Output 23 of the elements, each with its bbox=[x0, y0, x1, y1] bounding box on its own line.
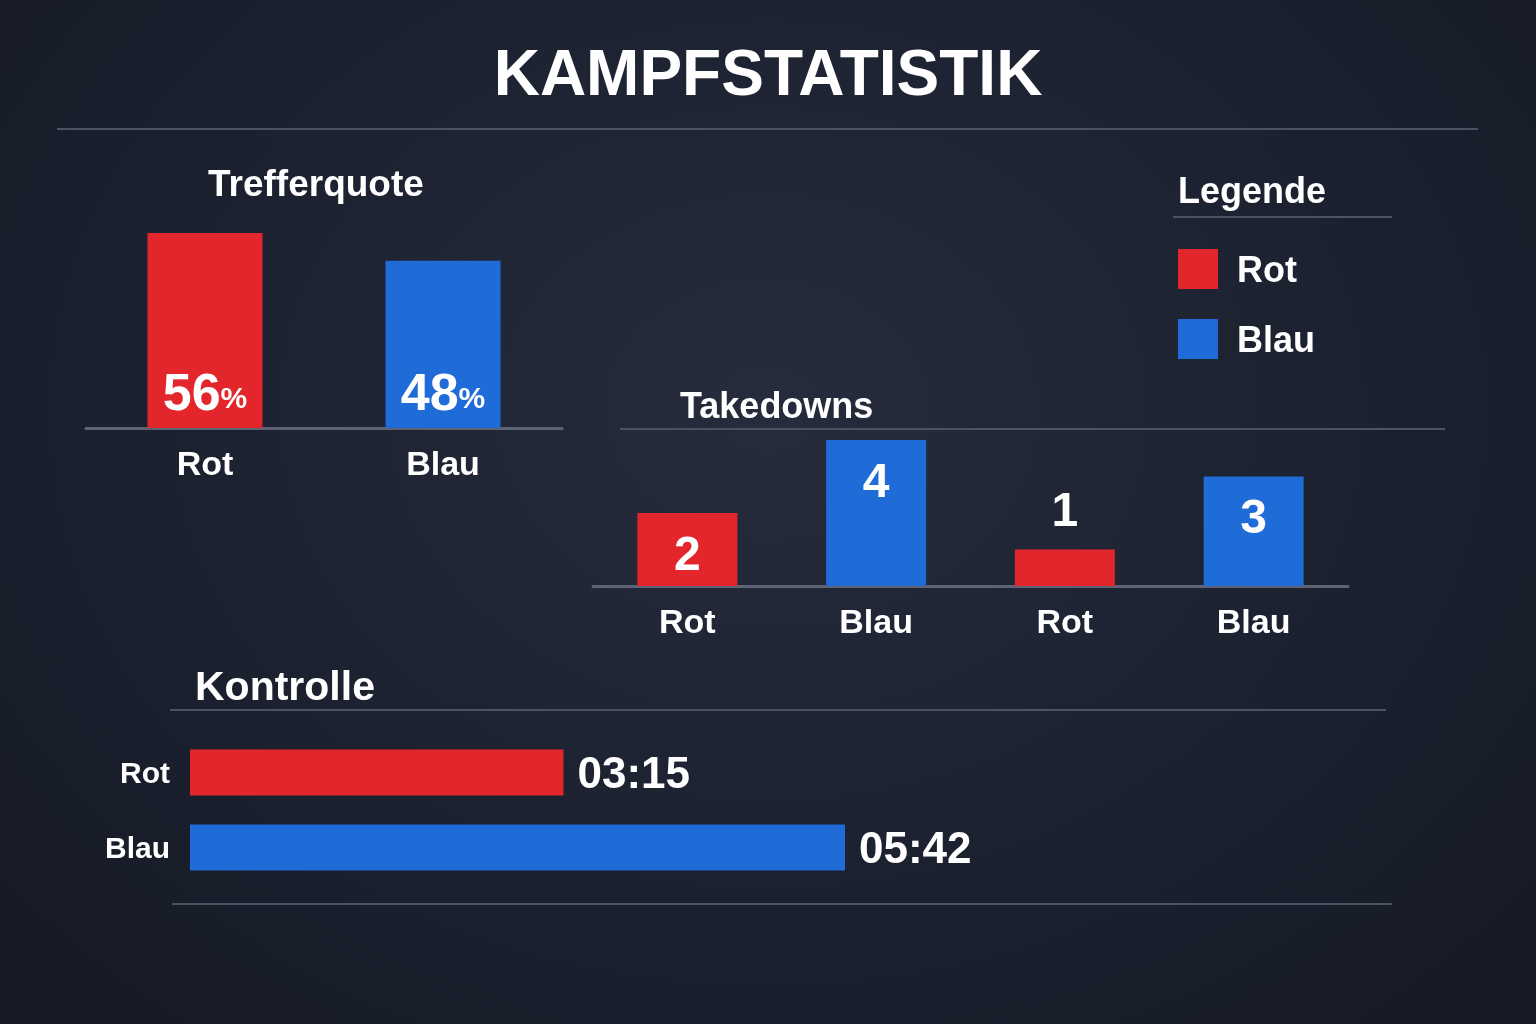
text: KAMPFSTATISTIK bbox=[493, 37, 1043, 109]
bar bbox=[1014, 549, 1115, 586]
chart-title: Kontrolle bbox=[195, 662, 375, 709]
x-tick-label: Blau bbox=[1216, 602, 1291, 640]
chart-subtitle: Trefferquote bbox=[208, 163, 424, 204]
legend-title: Legende bbox=[1178, 169, 1327, 211]
data-label: 2 bbox=[674, 526, 701, 580]
data-label: 1 bbox=[1051, 483, 1079, 536]
data-label: 48% bbox=[400, 363, 486, 421]
x-tick-label: Blau bbox=[839, 602, 913, 640]
data-label: 56% bbox=[162, 363, 248, 421]
chart-title: Takedowns bbox=[680, 384, 874, 426]
bar bbox=[1203, 476, 1304, 586]
data-label: 03:15 bbox=[577, 748, 691, 797]
x-tick-label: Rot bbox=[1036, 602, 1094, 640]
legend-label: Rot bbox=[1237, 248, 1297, 290]
legend-label: Blau bbox=[1237, 318, 1316, 360]
bar bbox=[637, 513, 738, 586]
bar bbox=[826, 440, 927, 586]
x-tick-label: Rot bbox=[659, 602, 716, 640]
data-label: 3 bbox=[1240, 490, 1267, 543]
data-label: 05:42 bbox=[859, 823, 972, 872]
data-label: 4 bbox=[862, 453, 890, 507]
